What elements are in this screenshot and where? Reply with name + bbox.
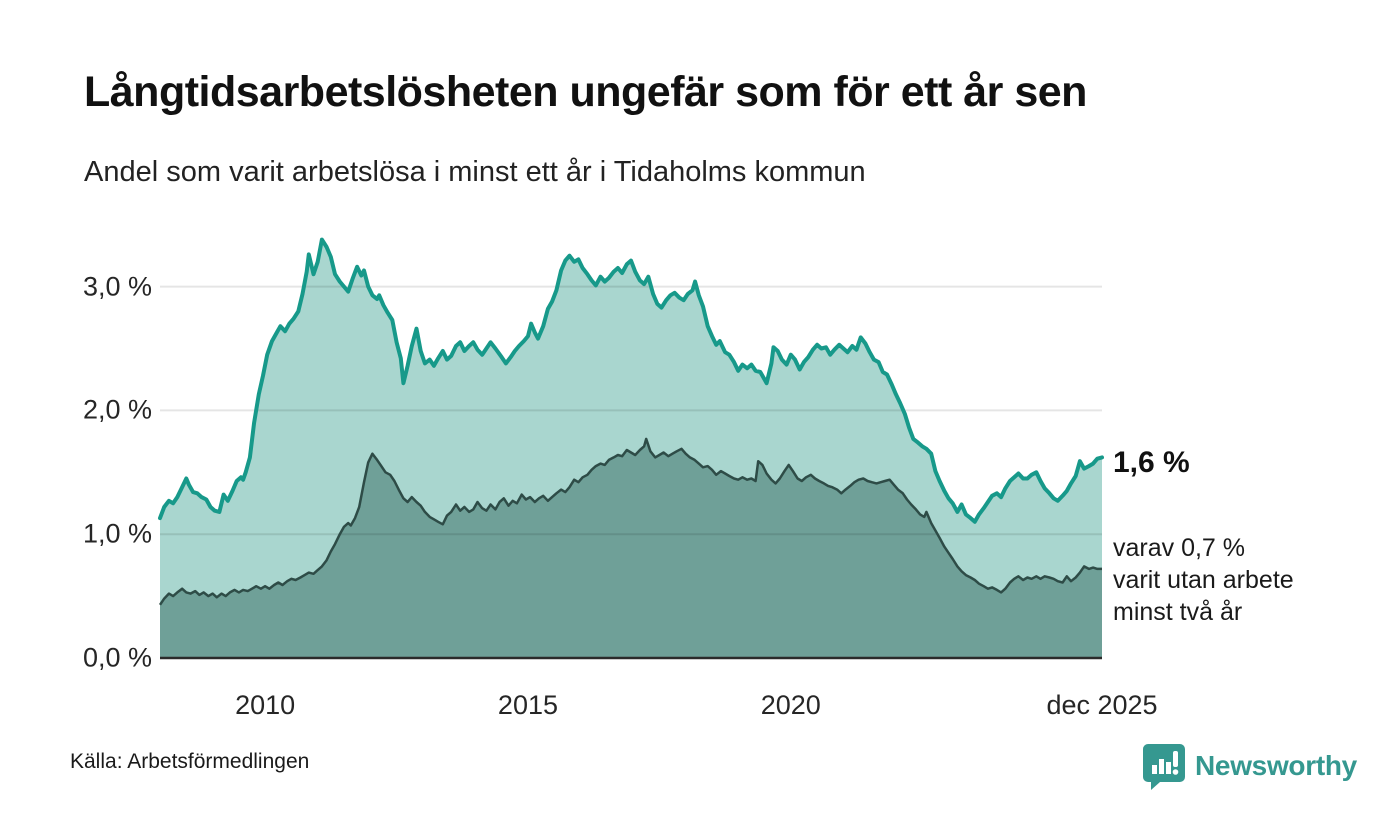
x-tick-label-2020: 2020 — [760, 690, 821, 720]
x-tick-label-2015: 2015 — [497, 690, 559, 720]
annotation-note-line: varit utan arbete — [1113, 566, 1294, 594]
annotation-note-line: minst två år — [1113, 598, 1243, 626]
bar-chart-speech-bubble-icon — [1143, 744, 1185, 790]
x-tick-label-dec-2025: dec 2025 — [1046, 690, 1158, 720]
y-tick-label-1: 1,0 % — [82, 518, 152, 549]
y-tick-label-3: 3,0 % — [82, 271, 152, 302]
x-tick-label-2010: 2010 — [235, 690, 296, 720]
latest-value-annotation: 1,6 % — [1113, 446, 1190, 479]
area-fill-unemployed-2yr — [160, 438, 1102, 658]
secondary-value-annotation: varav 0,7 % varit utan arbete minst två år — [1113, 532, 1294, 628]
brand-name: Newsworthy — [1195, 750, 1357, 781]
series-line-unemployed-2yr — [158, 437, 1102, 606]
y-tick-label-0: 0,0 % — [82, 642, 152, 673]
series-line-unemployed-1yr — [158, 237, 1104, 524]
source-credit: Källa: Arbetsförmedlingen — [70, 750, 310, 773]
y-tick-label-2: 2,0 % — [82, 394, 152, 425]
annotation-note-line: varav 0,7 % — [1113, 534, 1246, 562]
page-subtitle: Andel som varit arbetslösa i minst ett å… — [84, 156, 866, 188]
newsworthy-logo[interactable]: Newsworthy — [1143, 741, 1357, 791]
page-title: Långtidsarbetslösheten ungefär som för e… — [84, 68, 1087, 116]
